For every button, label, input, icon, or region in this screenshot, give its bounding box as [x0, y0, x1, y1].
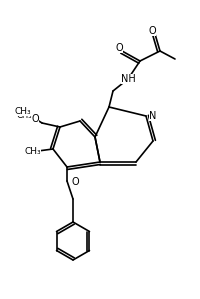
Text: CH₃: CH₃ [16, 111, 32, 120]
Text: O: O [31, 114, 39, 124]
Text: N: N [149, 111, 156, 121]
Text: O: O [115, 43, 123, 53]
Text: NH: NH [121, 74, 135, 84]
Text: O: O [148, 26, 156, 36]
Text: O: O [71, 177, 79, 187]
Text: CH₃: CH₃ [15, 106, 31, 115]
Text: CH₃: CH₃ [25, 147, 41, 155]
